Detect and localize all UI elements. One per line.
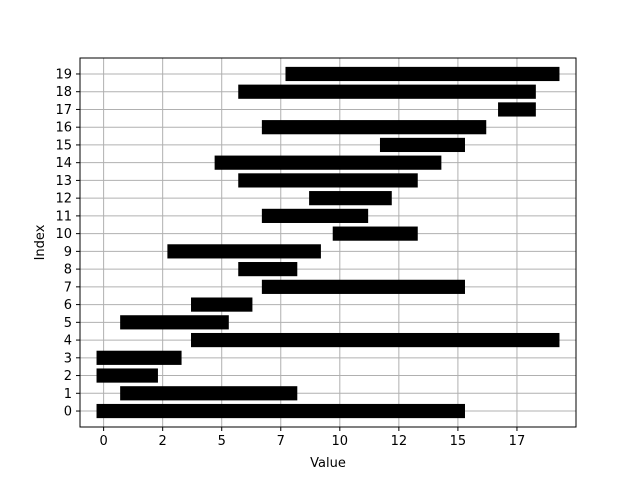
y-axis-label: Index	[33, 224, 48, 260]
bar-3	[96, 350, 182, 365]
bar-17	[498, 102, 536, 117]
y-tick-label: 19	[55, 67, 72, 82]
bar-16	[261, 120, 487, 135]
x-tick-label: 2	[159, 434, 167, 449]
bar-0	[96, 403, 465, 419]
y-tick-label: 14	[55, 156, 72, 171]
y-tick-label: 5	[64, 316, 72, 331]
bar-7	[261, 279, 465, 294]
y-tick-label: 12	[55, 192, 72, 207]
bar-4	[191, 332, 560, 348]
y-tick-label: 15	[55, 138, 72, 153]
y-tick-label: 3	[64, 351, 72, 366]
x-tick-label: 15	[450, 434, 467, 449]
bars	[96, 66, 560, 419]
bar-18	[238, 84, 536, 99]
x-tick-label: 17	[509, 434, 526, 449]
y-tick-label: 10	[55, 227, 72, 242]
bar-11	[261, 208, 369, 223]
plot-frame	[79, 57, 577, 428]
bar-1	[120, 386, 298, 401]
y-tick-label: 1	[64, 387, 72, 402]
bar-13	[238, 173, 418, 188]
y-tick-label: 6	[64, 298, 72, 313]
y-tick-label: 17	[55, 103, 72, 118]
y-tick-label: 16	[55, 121, 72, 136]
bar-8	[238, 262, 298, 277]
y-tick-label: 13	[55, 174, 72, 189]
x-tick-label: 5	[218, 434, 226, 449]
bar-9	[167, 244, 321, 259]
y-tick-label: 9	[64, 245, 72, 260]
y-tick-label: 18	[55, 85, 72, 100]
bar-14	[214, 155, 442, 170]
bar-12	[309, 191, 392, 206]
x-tick-label: 0	[99, 434, 107, 449]
bar-2	[96, 368, 158, 383]
x-tick-label: 7	[277, 434, 285, 449]
x-axis-ticks: 0 2 5 7 10 12 15 17	[99, 427, 525, 449]
bar-15	[379, 137, 465, 153]
y-tick-label: 11	[55, 209, 72, 224]
y-tick-label: 7	[64, 280, 72, 295]
x-tick-label: 10	[332, 434, 349, 449]
y-tick-label: 8	[64, 263, 72, 278]
bar-19	[285, 66, 560, 82]
x-axis-label: Value	[310, 456, 346, 471]
y-tick-label: 2	[64, 369, 72, 384]
bar-10	[332, 226, 418, 241]
y-tick-label: 0	[64, 405, 72, 420]
bar-5	[120, 315, 229, 330]
y-tick-label: 4	[64, 334, 72, 349]
x-tick-label: 12	[391, 434, 408, 449]
bar-6	[191, 297, 253, 312]
